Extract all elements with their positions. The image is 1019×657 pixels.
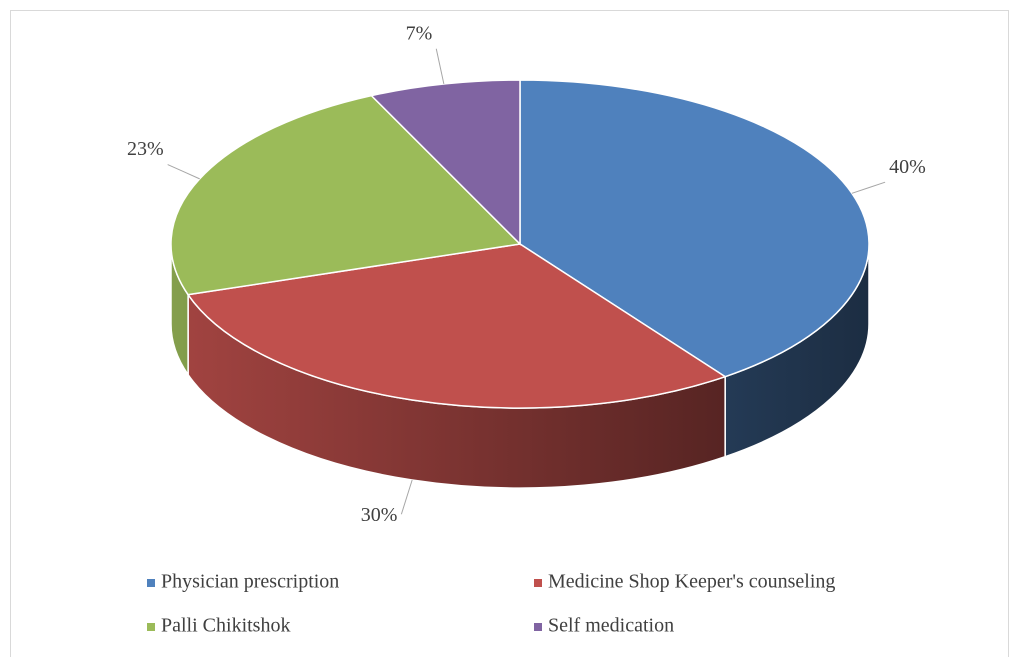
legend-label: Palli Chikitshok <box>161 615 290 637</box>
legend-swatch <box>534 579 542 587</box>
data-label: 7% <box>406 22 433 44</box>
slice <box>519 79 870 378</box>
slice <box>369 79 521 246</box>
slice <box>170 94 522 296</box>
legend-label: Physician prescription <box>161 571 339 593</box>
leader-line <box>851 181 886 194</box>
data-label: 30% <box>361 504 398 526</box>
data-label: 23% <box>127 138 164 160</box>
leader-line <box>435 48 445 85</box>
leader-line <box>167 164 200 180</box>
legend-label: Self medication <box>548 615 674 637</box>
legend-swatch <box>534 623 542 631</box>
legend-swatch <box>147 579 155 587</box>
data-label: 40% <box>889 156 926 178</box>
legend-label: Medicine Shop Keeper's counseling <box>548 571 835 593</box>
chart-frame <box>10 10 1009 657</box>
leader-line <box>400 479 413 515</box>
legend-swatch <box>147 623 155 631</box>
slice <box>186 243 727 409</box>
